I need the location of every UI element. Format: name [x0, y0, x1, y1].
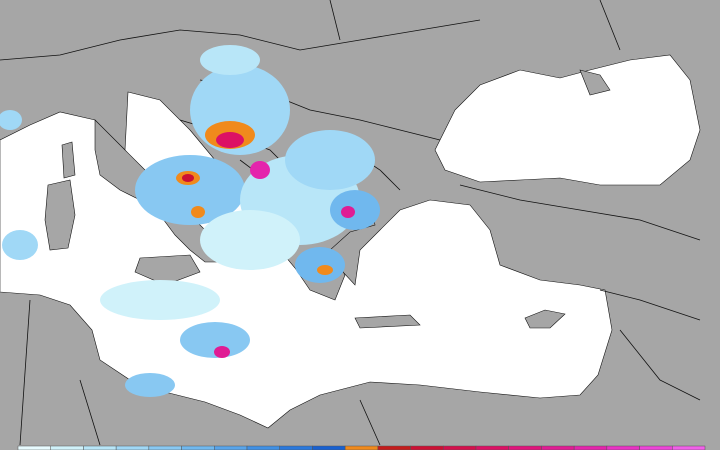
- rain-area: [214, 346, 230, 358]
- crete: [354, 314, 421, 329]
- legend-swatch: [508, 445, 542, 450]
- rain-area: [135, 155, 245, 225]
- legend-swatch: [410, 445, 444, 450]
- crimea: [579, 69, 611, 96]
- rain-area: [182, 174, 194, 182]
- rain-area: [295, 247, 345, 283]
- cyprus: [524, 309, 566, 329]
- legend-swatch: [606, 445, 640, 450]
- legend-swatch: [639, 445, 673, 450]
- rain-area: [180, 322, 250, 358]
- legend-swatch: [17, 445, 51, 450]
- black-sea: [434, 54, 701, 186]
- legend-swatch: [541, 445, 575, 450]
- legend-swatch: [312, 445, 346, 450]
- legend-swatch: [148, 445, 182, 450]
- rain-area: [330, 190, 380, 230]
- legend-swatch: [50, 445, 84, 450]
- rain-area: [100, 280, 220, 320]
- legend-swatch: [83, 445, 117, 450]
- sardinia: [44, 179, 76, 251]
- rain-area: [0, 110, 22, 130]
- rain-area: [2, 230, 38, 260]
- legend-swatch: [181, 445, 215, 450]
- sicily: [134, 254, 201, 286]
- legend-swatch: [377, 445, 411, 450]
- rain-area: [191, 206, 205, 218]
- corsica: [61, 141, 76, 179]
- legend-swatch: [573, 445, 608, 450]
- precipitation: [0, 45, 380, 397]
- legend-swatch: [115, 445, 150, 450]
- legend-swatch: [672, 445, 706, 450]
- rain-area: [125, 373, 175, 397]
- legend-swatch: [475, 445, 509, 450]
- legend-swatch: [344, 445, 379, 450]
- legend-swatch: [279, 445, 313, 450]
- legend-swatch: [214, 445, 248, 450]
- legend-swatch: [246, 445, 280, 450]
- rain-area: [200, 210, 300, 270]
- rain-area: [285, 130, 375, 190]
- legend-swatch: [443, 445, 477, 450]
- rain-area: [200, 45, 260, 75]
- rain-area: [250, 161, 270, 179]
- rain-area: [216, 132, 244, 148]
- rain-area: [317, 265, 333, 275]
- rain-area: [341, 206, 355, 218]
